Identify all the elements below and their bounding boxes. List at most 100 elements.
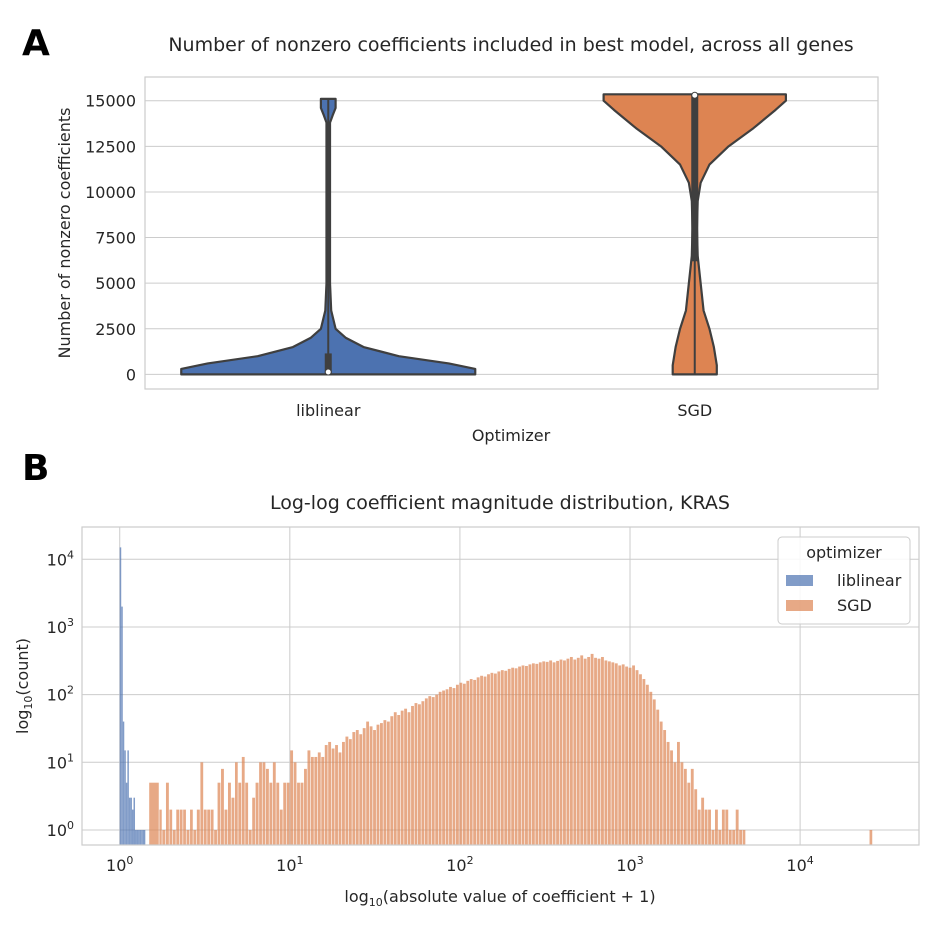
histogram-bar-sgd: [269, 782, 273, 845]
histogram-bar-sgd: [645, 684, 649, 845]
histogram-bar-sgd: [466, 680, 470, 845]
histogram-bar-sgd: [373, 730, 376, 845]
histogram-bar-sgd: [701, 797, 705, 845]
histogram-bar-sgd: [525, 665, 528, 845]
chart-b-x-tick-label: 100: [106, 854, 133, 875]
histogram-bar-sgd: [431, 697, 435, 845]
histogram-bar-sgd: [169, 809, 173, 845]
histogram-bar-sgd: [342, 741, 345, 845]
histogram-bar-sgd: [203, 809, 207, 845]
chart-b-y-tick-label: 100: [47, 819, 74, 840]
histogram-bar-sgd: [514, 668, 518, 845]
histogram-bar-sgd: [473, 679, 477, 845]
histogram-bar-sgd: [162, 829, 166, 845]
histogram-bar-sgd: [483, 676, 487, 845]
histogram-bar-sgd: [552, 662, 556, 845]
histogram-bar-sgd: [165, 782, 169, 845]
histogram-bar-sgd: [183, 809, 186, 845]
histogram-bar-sgd: [221, 768, 224, 845]
histogram-bar-sgd: [452, 688, 456, 845]
histogram-bar-sgd: [507, 668, 511, 845]
histogram-bar-sgd: [300, 782, 304, 845]
legend-title: optimizer: [806, 543, 882, 562]
histogram-bar-liblinear: [135, 829, 137, 845]
histogram-bar-sgd: [604, 660, 608, 845]
histogram-bar-sgd: [186, 829, 190, 845]
histogram-bar-sgd: [193, 829, 197, 845]
histogram-bar-sgd: [521, 665, 525, 845]
histogram-bar-sgd: [563, 660, 566, 845]
chart-a-plot-area: 0 2500 5000 7500 10000 12500 15000 liblinear SG…: [85, 76, 879, 420]
histogram-bar-sgd: [670, 750, 673, 845]
histogram-bar-sgd: [711, 829, 715, 845]
chart-a-x-tick-label: SGD: [677, 401, 712, 420]
histogram-bar-sgd: [549, 660, 553, 845]
histogram-bar-sgd: [435, 694, 439, 845]
histogram-bar-liblinear: [136, 829, 139, 845]
chart-b-y-ticks: 100 101 102 103 104: [47, 548, 74, 840]
histogram-bar-liblinear: [130, 797, 132, 845]
histogram-bar-sgd: [259, 762, 262, 845]
histogram-bar-liblinear: [142, 829, 146, 845]
violin-iqr-box-sgd: [691, 94, 699, 262]
histogram-bar-sgd: [611, 662, 615, 845]
histogram-bar-sgd: [424, 698, 428, 845]
histogram-bar-sgd: [210, 809, 214, 845]
histogram-bar-sgd: [649, 691, 653, 845]
panel-b-letter: B: [22, 448, 49, 489]
histogram-bar-sgd: [690, 768, 694, 845]
histogram-bar-sgd: [476, 677, 480, 845]
histogram-bar-sgd: [176, 809, 180, 845]
chart-b-y-tick-label: 101: [47, 751, 74, 772]
chart-a-y-tick-label: 12500: [85, 137, 136, 156]
histogram-bar-sgd: [683, 768, 687, 845]
histogram-bar-sgd: [656, 709, 660, 845]
histogram-bar-sgd: [504, 670, 508, 845]
histogram-bar-sgd: [293, 762, 297, 845]
histogram-bar-sgd: [421, 701, 425, 845]
histogram-bar-sgd: [276, 782, 280, 845]
histogram-bar-sgd: [721, 809, 725, 845]
histogram-bar-sgd: [331, 748, 335, 845]
histogram-bar-sgd: [687, 782, 691, 845]
histogram-bar-sgd: [290, 750, 294, 845]
panel-a-letter: A: [22, 23, 50, 64]
chart-b-x-tick-label: 103: [616, 854, 643, 875]
histogram-bar-liblinear: [128, 797, 131, 845]
chart-b-plot-area: 100 101 102 103 104 100 101 102 103 104: [47, 526, 920, 875]
histogram-bar-sgd: [231, 797, 235, 845]
histogram-bar-sgd: [404, 708, 408, 845]
chart-b-x-tick-label: 101: [276, 854, 303, 875]
histogram-bar-sgd: [348, 739, 352, 845]
histogram-bar-sgd: [628, 667, 632, 845]
chart-b-y-tick-label: 103: [47, 616, 74, 637]
histogram-bar-sgd: [428, 696, 432, 845]
chart-a-y-ticks: 0 2500 5000 7500 10000 12500 15000: [85, 92, 136, 385]
histogram-bar-sgd: [869, 829, 873, 845]
chart-b-title: Log-log coefficient magnitude distributi…: [270, 492, 730, 514]
histogram-bar-sgd: [742, 829, 746, 845]
histogram-bar-sgd: [407, 712, 411, 845]
histogram-bar-sgd: [704, 809, 708, 845]
histogram-bar-liblinear: [119, 547, 122, 845]
histogram-bar-sgd: [338, 752, 342, 845]
histogram-bar-liblinear: [127, 750, 129, 845]
legend-swatch-liblinear: [786, 575, 813, 586]
histogram-bar-sgd: [149, 782, 159, 845]
histogram-bar-sgd: [545, 661, 549, 845]
histogram-bar-sgd: [455, 684, 459, 845]
histogram-bar-sgd: [559, 659, 563, 845]
histogram-bar-sgd: [286, 782, 290, 845]
chart-b-x-label-prefix: log: [344, 887, 368, 906]
histogram-bar-sgd: [307, 750, 311, 845]
chart-b-x-label-rest: (absolute value of coefficient + 1): [383, 887, 656, 906]
histogram-bar-sgd: [376, 724, 380, 845]
histogram-bar-sgd: [459, 682, 463, 845]
histogram-bar-sgd: [172, 829, 176, 845]
histogram-bar-sgd: [538, 662, 542, 845]
histogram-bar-sgd: [556, 660, 559, 845]
histogram-bar-sgd: [614, 663, 618, 845]
chart-a-violins: [180, 91, 787, 376]
histogram-bar-sgd: [528, 664, 532, 845]
